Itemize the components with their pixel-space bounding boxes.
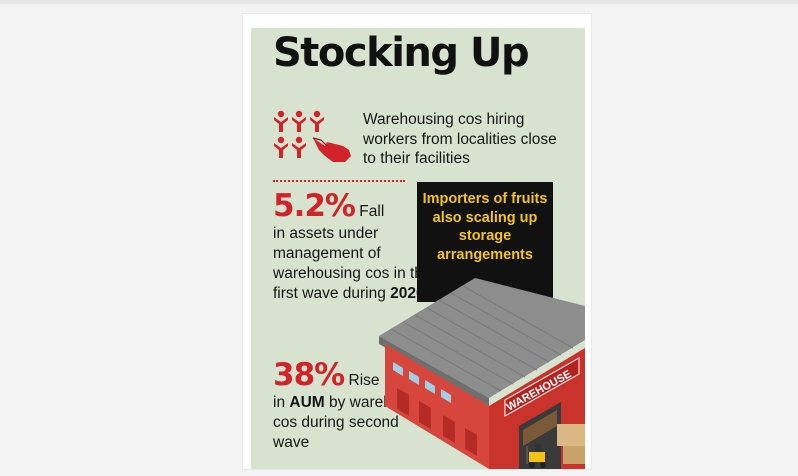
infographic: Stocking Up xyxy=(251,28,585,469)
stat-rise-lead: Rise xyxy=(344,372,380,389)
top-divider xyxy=(0,0,798,4)
highlight-text: Importers of fruits also scaling up stor… xyxy=(422,191,548,263)
stat-rise-value: 38% xyxy=(273,357,345,393)
stat-rise-desc-bold: AUM xyxy=(289,394,325,411)
stat-rise-aum: 38% Rise in AUM by warehousing cos durin… xyxy=(273,357,438,453)
infographic-title: Stocking Up xyxy=(273,30,530,76)
stat-rise-desc-pre: in xyxy=(273,394,290,411)
warehouse-illustration: WAREHOUSE xyxy=(379,278,585,469)
stat-fall-assets: 5.2% Fall in assets under management of … xyxy=(273,188,438,304)
stat-fall-desc: in assets under management of warehousin… xyxy=(273,225,432,302)
stat-fall-value: 5.2% xyxy=(273,188,356,224)
image-card: Stocking Up xyxy=(243,14,591,469)
pointing-hand-icon xyxy=(312,137,351,162)
intro-text: Warehousing cos hiring workers from loca… xyxy=(363,111,557,167)
dotted-divider xyxy=(273,180,405,182)
stat-fall-year: 2020 xyxy=(390,285,425,302)
people-group-icon xyxy=(274,110,351,162)
stat-fall-lead: Fall xyxy=(354,203,385,220)
